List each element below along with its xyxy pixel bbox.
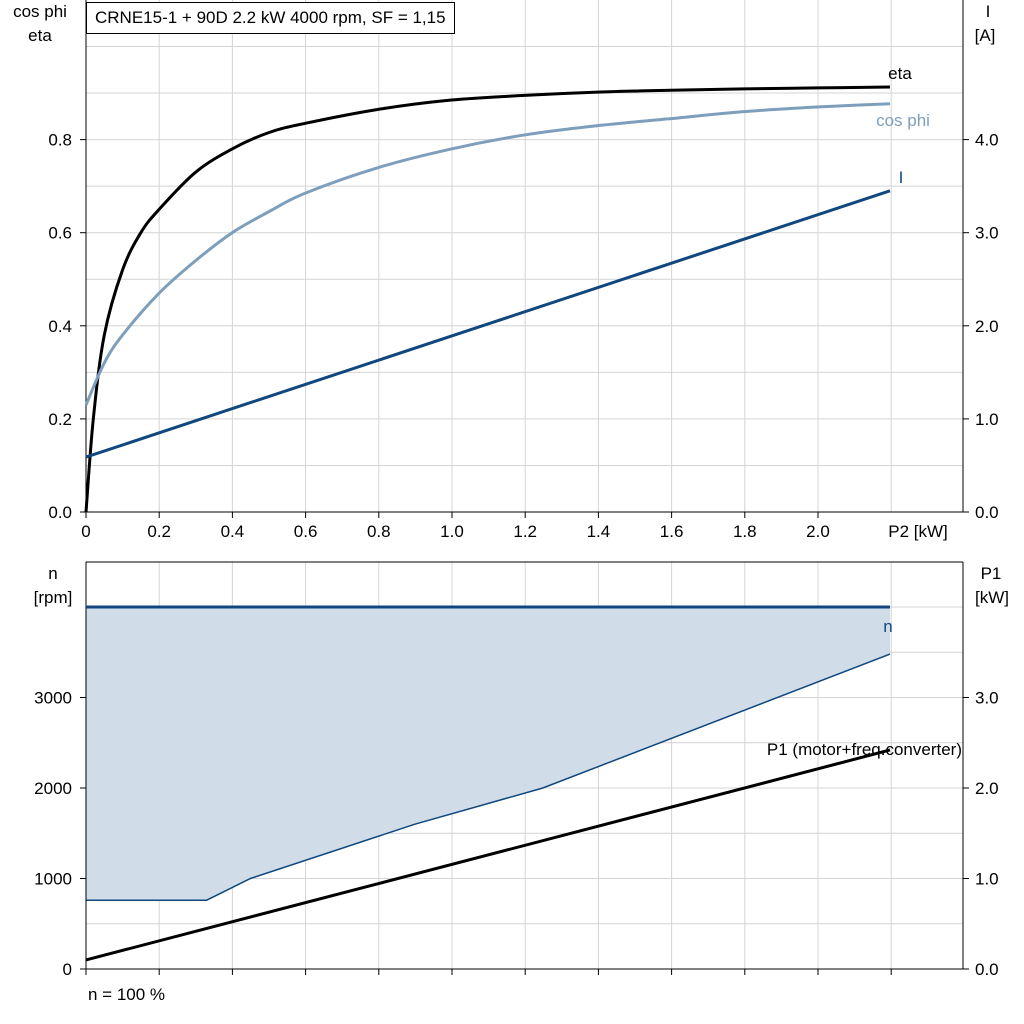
- x-tick-label: 1.6: [660, 522, 684, 541]
- y-axis-label-left: [rpm]: [34, 588, 73, 607]
- x-tick-label: 0.8: [367, 522, 391, 541]
- chart-title: CRNE15-1 + 90D 2.2 kW 4000 rpm, SF = 1,1…: [86, 2, 455, 34]
- y-axis-label-right: [kW]: [975, 588, 1009, 607]
- y-tick-label-left: 0.0: [48, 503, 72, 522]
- y-axis-label-right: P1: [981, 564, 1002, 583]
- series-label-n: n: [883, 617, 892, 636]
- y-tick-label-right: 1.0: [975, 410, 999, 429]
- series-label-I: I: [899, 168, 904, 187]
- series-line-I: [85, 189, 891, 459]
- series-line-cos-phi: [84, 102, 891, 406]
- x-axis-label: P2 [kW]: [888, 522, 948, 541]
- y-tick-label-right: 1.0: [975, 870, 999, 889]
- speed-range-band: [86, 607, 890, 901]
- y-tick-label-right: 2.0: [975, 779, 999, 798]
- x-tick-label: 0: [81, 522, 90, 541]
- y-tick-label-right: 2.0: [975, 317, 999, 336]
- x-tick-label: 0.6: [294, 522, 318, 541]
- x-tick-label: 0.4: [221, 522, 245, 541]
- speed-footnote: n = 100 %: [88, 985, 166, 1004]
- y-axis-label-right: I: [986, 2, 991, 21]
- series-line-eta: [84, 85, 891, 513]
- y-tick-label-left: 0.4: [48, 317, 72, 336]
- y-axis-label-left: cos phi: [13, 2, 67, 21]
- x-tick-label: 1.8: [733, 522, 757, 541]
- min-speed-line: [86, 653, 891, 901]
- y-axis-label-left: n: [48, 564, 57, 583]
- series-label-P1: P1 (motor+freq.converter): [767, 740, 962, 759]
- series-line-P1: [85, 748, 891, 962]
- y-axis-label-left: eta: [28, 26, 52, 45]
- x-tick-label: 1.2: [513, 522, 537, 541]
- series-label-eta: eta: [888, 64, 912, 83]
- x-tick-label: 1.4: [587, 522, 611, 541]
- x-tick-label: 1.0: [440, 522, 464, 541]
- y-tick-label-left: 3000: [34, 689, 72, 708]
- y-tick-label-right: 0.0: [975, 503, 999, 522]
- y-tick-label-left: 2000: [34, 779, 72, 798]
- x-tick-label: 2.0: [806, 522, 830, 541]
- y-axis-label-right: [A]: [975, 26, 996, 45]
- y-tick-label-right: 3.0: [975, 689, 999, 708]
- y-tick-label-left: 0.2: [48, 410, 72, 429]
- y-tick-label-right: 0.0: [975, 960, 999, 979]
- y-tick-label-left: 0: [63, 960, 72, 979]
- y-tick-label-right: 4.0: [975, 131, 999, 150]
- x-tick-label: 0.2: [147, 522, 171, 541]
- y-tick-label-right: 3.0: [975, 224, 999, 243]
- y-tick-label-left: 0.6: [48, 224, 72, 243]
- y-tick-label-left: 0.8: [48, 131, 72, 150]
- series-label-cos-phi: cos phi: [876, 111, 930, 130]
- y-tick-label-left: 1000: [34, 870, 72, 889]
